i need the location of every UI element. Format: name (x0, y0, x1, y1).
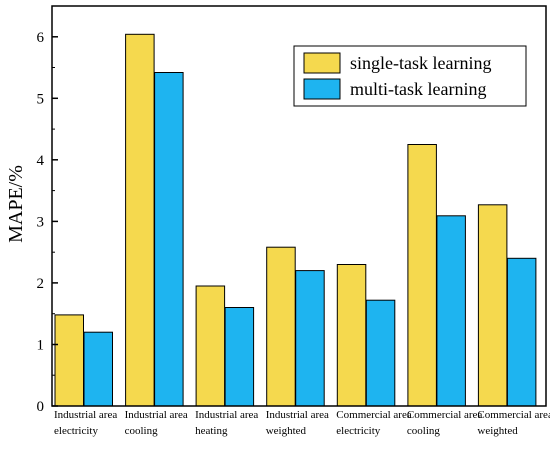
y-tick-label: 1 (37, 338, 45, 354)
bar-single-task-6 (478, 205, 507, 406)
x-tick-label: Industrial area (266, 409, 329, 421)
bar-multi-task-2 (225, 308, 254, 407)
bar-multi-task-0 (84, 332, 113, 406)
bar-multi-task-3 (296, 271, 325, 406)
y-tick-label: 5 (37, 91, 45, 107)
bar-multi-task-5 (437, 216, 466, 406)
x-tick-label: Commercial area (477, 409, 550, 421)
x-tick-label: cooling (125, 425, 158, 437)
x-tick-label: cooling (407, 425, 440, 437)
x-tick-label: Commercial area (407, 409, 483, 421)
x-tick-label: Industrial area (54, 409, 117, 421)
y-tick-label: 4 (37, 153, 45, 169)
x-tick-label: electricity (336, 425, 380, 437)
y-axis-title: MAPE/% (5, 165, 27, 243)
legend-label-multi-task: multi-task learning (350, 79, 486, 99)
x-tick-label: weighted (266, 425, 307, 437)
x-tick-label: Industrial area (195, 409, 258, 421)
bar-single-task-2 (196, 286, 225, 406)
x-tick-label: weighted (477, 425, 518, 437)
legend-swatch-multi-task (304, 79, 340, 99)
bar-single-task-0 (55, 315, 84, 406)
bar-multi-task-1 (155, 73, 184, 407)
x-tick-label: Commercial area (336, 409, 412, 421)
x-tick-label: heating (195, 425, 228, 437)
y-tick-label: 0 (37, 399, 45, 415)
y-tick-label: 6 (37, 30, 45, 46)
legend-swatch-single-task (304, 53, 340, 73)
x-tick-label: electricity (54, 425, 98, 437)
y-tick-label: 2 (37, 276, 45, 292)
y-tick-label: 3 (37, 214, 45, 230)
bar-single-task-1 (126, 34, 155, 406)
x-tick-label: Industrial area (125, 409, 188, 421)
bar-single-task-3 (267, 247, 296, 406)
bar-single-task-4 (337, 265, 366, 407)
bar-multi-task-6 (507, 258, 536, 406)
legend-label-single-task: single-task learning (350, 53, 491, 73)
legend: single-task learning multi-task learning (294, 46, 526, 106)
bar-multi-task-4 (366, 300, 395, 406)
bar-single-task-5 (408, 145, 437, 407)
